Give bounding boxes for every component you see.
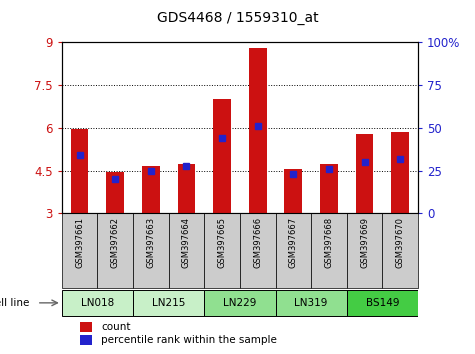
Text: LN229: LN229 — [223, 298, 256, 308]
Text: GSM397663: GSM397663 — [146, 217, 155, 268]
Text: GSM397662: GSM397662 — [111, 217, 120, 268]
Bar — [347, 290, 418, 316]
Bar — [320, 164, 338, 213]
Text: BS149: BS149 — [366, 298, 399, 308]
Text: percentile rank within the sample: percentile rank within the sample — [101, 335, 277, 345]
Bar — [71, 129, 88, 213]
Text: cell line: cell line — [0, 298, 29, 308]
Bar — [133, 290, 204, 316]
Bar — [80, 322, 92, 332]
Text: GSM397669: GSM397669 — [360, 217, 369, 268]
Bar — [311, 213, 347, 288]
Text: GSM397667: GSM397667 — [289, 217, 298, 268]
Text: GSM397664: GSM397664 — [182, 217, 191, 268]
Bar — [347, 213, 382, 288]
Bar — [391, 132, 409, 213]
Text: GSM397670: GSM397670 — [396, 217, 405, 268]
Bar — [97, 213, 133, 288]
Text: LN018: LN018 — [81, 298, 114, 308]
Bar — [169, 213, 204, 288]
Text: GSM397666: GSM397666 — [253, 217, 262, 268]
Text: GSM397668: GSM397668 — [324, 217, 333, 268]
Bar — [276, 213, 311, 288]
Bar — [285, 169, 302, 213]
Bar — [133, 213, 169, 288]
Text: GSM397661: GSM397661 — [75, 217, 84, 268]
Bar — [178, 164, 195, 213]
Text: GDS4468 / 1559310_at: GDS4468 / 1559310_at — [157, 11, 318, 25]
Text: LN319: LN319 — [294, 298, 328, 308]
Bar — [142, 166, 160, 213]
Text: GSM397665: GSM397665 — [218, 217, 227, 268]
Bar — [204, 290, 276, 316]
Bar — [204, 213, 240, 288]
Bar — [62, 290, 133, 316]
Bar — [62, 213, 97, 288]
Bar — [240, 213, 276, 288]
Text: count: count — [101, 322, 131, 332]
Bar — [213, 99, 231, 213]
Bar — [80, 335, 92, 346]
Bar — [106, 172, 124, 213]
Bar — [276, 290, 347, 316]
Text: LN215: LN215 — [152, 298, 185, 308]
Bar — [249, 48, 266, 213]
Bar — [356, 133, 373, 213]
Bar — [382, 213, 418, 288]
